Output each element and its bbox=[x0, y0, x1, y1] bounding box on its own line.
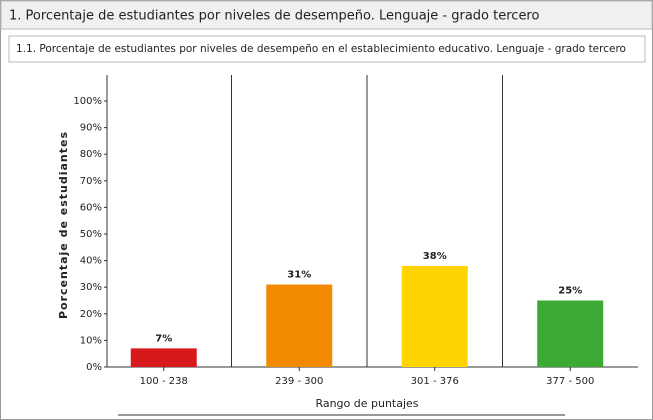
x-tick-label: 100 - 238 bbox=[140, 376, 188, 387]
value-label: 31% bbox=[287, 270, 311, 281]
header-bar bbox=[0, 0, 653, 30]
value-label: 38% bbox=[423, 251, 447, 262]
value-label: 25% bbox=[558, 286, 582, 297]
bar bbox=[266, 284, 333, 367]
bar bbox=[130, 348, 197, 367]
y-tick-label: 100% bbox=[73, 96, 102, 107]
x-tick-label: 239 - 300 bbox=[275, 376, 323, 387]
y-tick-label: 30% bbox=[80, 282, 102, 293]
y-tick-label: 90% bbox=[80, 123, 102, 134]
x-axis-label: Rango de puntajes bbox=[315, 397, 418, 410]
value-label: 7% bbox=[155, 333, 172, 344]
y-tick-label: 50% bbox=[80, 229, 102, 240]
y-tick-label: 70% bbox=[80, 176, 102, 187]
bar bbox=[401, 265, 468, 367]
y-tick-label: 40% bbox=[80, 256, 102, 267]
y-axis-label: Porcentaje de estudiantes bbox=[57, 131, 70, 319]
bar bbox=[537, 300, 604, 367]
x-tick-label: 377 - 500 bbox=[546, 376, 594, 387]
y-tick-label: 20% bbox=[80, 309, 102, 320]
y-tick-label: 10% bbox=[80, 335, 102, 346]
subtitle-box bbox=[8, 35, 646, 63]
x-tick-label: 301 - 376 bbox=[411, 376, 459, 387]
y-tick-label: 80% bbox=[80, 149, 102, 160]
y-tick-label: 0% bbox=[86, 362, 102, 373]
header-title: 1. Porcentaje de estudiantes por niveles… bbox=[9, 9, 539, 24]
chart-title: 1.1. Porcentaje de estudiantes por nivel… bbox=[16, 43, 626, 55]
y-tick-label: 60% bbox=[80, 202, 102, 213]
